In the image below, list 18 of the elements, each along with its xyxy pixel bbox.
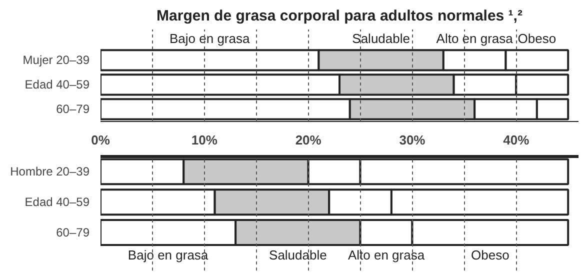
series-label: Bajo en grasa — [128, 248, 209, 263]
chart-title: Margen de grasa corporal para adultos normales ¹,² — [156, 8, 522, 24]
y-tick-label: 60–79 — [56, 226, 90, 240]
x-tick-label: 20% — [295, 132, 322, 148]
series-label: Obeso — [518, 30, 556, 46]
series-label: Saludable — [269, 248, 327, 263]
x-tick-label: 30% — [399, 132, 426, 148]
y-tick-label: Edad 40–59 — [24, 195, 90, 210]
series-label: Obeso — [471, 248, 510, 263]
x-tick-label: 10% — [191, 132, 218, 148]
y-tick-label: 60–79 — [56, 102, 90, 116]
y-tick-label: Mujer 20–39 — [22, 53, 90, 68]
y-tick-label: Edad 40–59 — [24, 78, 90, 92]
y-tick-label: Hombre 20–39 — [10, 164, 90, 179]
x-tick-label: 40% — [503, 132, 530, 148]
series-label: Alto en grasa — [348, 248, 426, 263]
x-tick-label: 0% — [91, 132, 110, 148]
series-label: Saludable — [352, 30, 410, 46]
